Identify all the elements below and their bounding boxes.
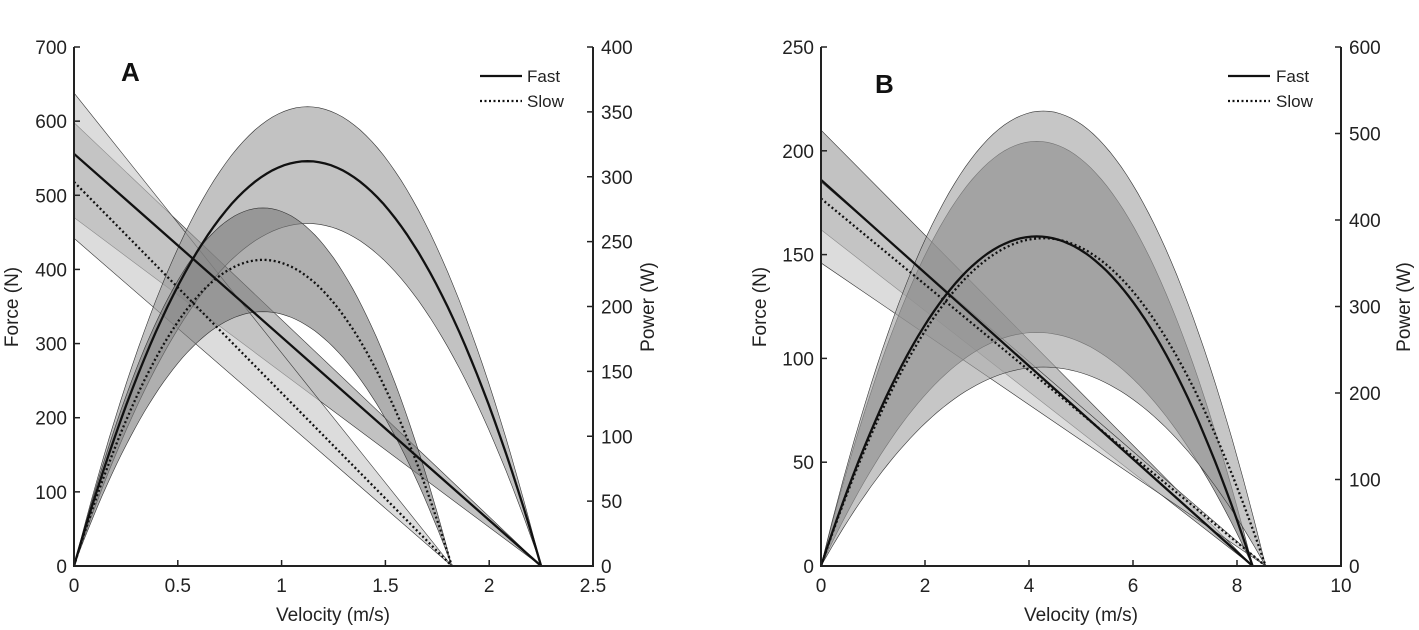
y-right-tick-label: 250: [601, 233, 633, 254]
panel-b-x-axis-title: Velocity (m/s): [1024, 605, 1138, 626]
power-line-fast: [819, 235, 1254, 567]
panel-a-axes: 0 0.5 1 1.5 2 2.50100200300400500600700050100…: [35, 38, 632, 597]
power-line-fast: [72, 160, 543, 567]
y-right-tick-label: 500: [1349, 125, 1381, 146]
x-tick-label: 8: [1232, 576, 1243, 597]
y-right-tick-label: 300: [601, 168, 633, 189]
y-tick-label: 100: [782, 349, 814, 370]
y-tick-label: 200: [782, 142, 814, 163]
x-tick-label: 2.5: [580, 576, 606, 597]
panel-a-y-right-axis-title: Power (W): [638, 262, 659, 352]
y-right-tick-label: 200: [1349, 384, 1381, 405]
panel-b-lines: [819, 179, 1267, 567]
panel-a-y-axis-title: Force (N): [2, 267, 23, 347]
y-tick-label: 150: [782, 246, 814, 267]
y-tick-label: 0: [56, 557, 67, 578]
y-right-tick-label: 200: [601, 298, 633, 319]
x-tick-label: 0.5: [165, 576, 191, 597]
x-tick-label: 6: [1128, 576, 1139, 597]
panel-a-x-axis-title: Velocity (m/s): [276, 605, 390, 626]
panel-b-legend: Fast Slow: [1228, 67, 1314, 111]
y-right-tick-label: 150: [601, 362, 633, 383]
y-right-tick-label: 100: [1349, 471, 1381, 492]
legend-fast-label: Fast: [1276, 67, 1309, 86]
power-band-fast: [73, 106, 542, 567]
x-tick-label: 1.5: [372, 576, 398, 597]
panel-a-bands: [73, 92, 542, 567]
legend-slow-label: Slow: [1276, 92, 1314, 111]
y-right-tick-label: 400: [1349, 211, 1381, 232]
y-tick-label: 0: [803, 557, 814, 578]
power-band-slow: [820, 110, 1266, 567]
x-tick-label: 0: [69, 576, 80, 597]
x-tick-label: 1: [276, 576, 287, 597]
y-right-tick-label: 300: [1349, 298, 1381, 319]
x-tick-label: 0: [816, 576, 827, 597]
x-tick-label: 2: [920, 576, 931, 597]
y-tick-label: 700: [35, 38, 67, 59]
y-right-tick-label: 0: [1349, 557, 1360, 578]
panel-a-lines: [72, 152, 543, 567]
y-tick-label: 300: [35, 335, 67, 356]
panel-a: 0 0.5 1 1.5 2 2.50100200300400500600700050100…: [2, 38, 659, 626]
legend-fast-label: Fast: [527, 67, 560, 86]
y-tick-label: 50: [793, 453, 814, 474]
y-tick-label: 250: [782, 38, 814, 59]
x-tick-label: 2: [484, 576, 495, 597]
panel-b-y-axis-title: Force (N): [750, 267, 771, 347]
legend-slow-label: Slow: [527, 92, 565, 111]
panel-b-y-right-axis-title: Power (W): [1394, 262, 1415, 352]
force-line-fast: [73, 152, 542, 567]
y-right-tick-label: 50: [601, 492, 622, 513]
y-tick-label: 500: [35, 186, 67, 207]
y-right-tick-label: 0: [601, 557, 612, 578]
x-tick-label: 4: [1024, 576, 1035, 597]
y-tick-label: 400: [35, 260, 67, 281]
y-tick-label: 600: [35, 112, 67, 133]
y-tick-label: 200: [35, 409, 67, 430]
panel-b-label: B: [875, 69, 894, 99]
panel-a-legend: Fast Slow: [480, 67, 565, 111]
x-tick-label: 10: [1330, 576, 1351, 597]
force-line-fast: [820, 179, 1254, 567]
panel-b-bands: [820, 110, 1266, 567]
y-tick-label: 100: [35, 483, 67, 504]
panel-a-label: A: [121, 57, 140, 87]
y-right-tick-label: 400: [601, 38, 633, 59]
power-line-slow: [819, 237, 1267, 567]
panel-b: 0 2 4 6 8 10050100150200250010020030040050060…: [750, 38, 1415, 626]
y-right-tick-label: 100: [601, 427, 633, 448]
y-right-tick-label: 350: [601, 103, 633, 124]
y-right-tick-label: 600: [1349, 38, 1381, 59]
panel-b-axes: 0 2 4 6 8 10050100150200250010020030040050060…: [782, 38, 1380, 597]
